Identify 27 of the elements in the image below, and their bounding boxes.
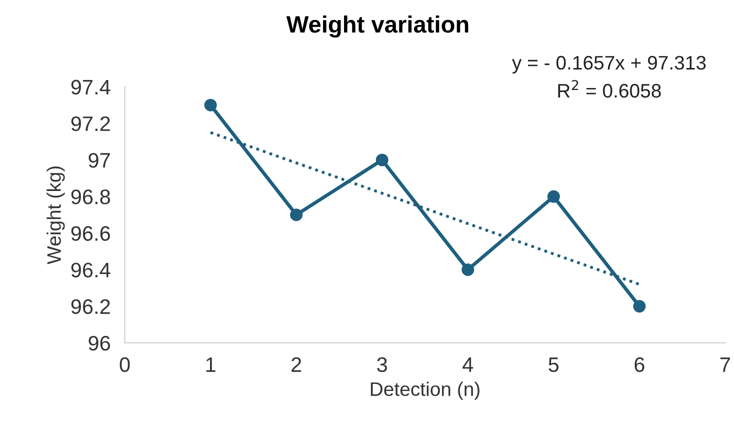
- y-tick-label: 97.4: [71, 80, 110, 95]
- point: [462, 263, 474, 276]
- x-tick-label: 3: [377, 357, 387, 372]
- y-tick-label: 96.2: [71, 299, 110, 314]
- chart-title: Weight variation: [286, 15, 468, 38]
- x-tick-label: 4: [462, 358, 474, 372]
- x-tick-label: 7: [720, 358, 730, 372]
- x-tick-label: 2: [292, 357, 302, 372]
- y-tick-label: 97: [88, 152, 110, 168]
- y-tick-label: 96: [88, 336, 110, 351]
- y-tick-label: 96.6: [71, 226, 110, 241]
- point: [633, 300, 646, 313]
- x-tick-label: 0: [120, 357, 130, 372]
- point: [547, 190, 560, 203]
- point: [290, 208, 303, 222]
- y-axis-title: Weight (kg): [46, 166, 65, 264]
- x-axis-title: Detection (n): [370, 382, 480, 400]
- x-tick-label: 1: [206, 358, 216, 372]
- x-tick-label: 5: [548, 358, 559, 372]
- point: [204, 98, 217, 112]
- y-tick-label: 97.2: [71, 116, 110, 132]
- annotation: R$^{2}$ = 0.6058: [558, 80, 661, 98]
- point: [376, 154, 388, 166]
- x-tick-label: 6: [634, 357, 644, 372]
- y-tick-label: 96.8: [71, 190, 110, 204]
- y-tick-label: 96.4: [71, 262, 110, 278]
- text: y = - 0.1657x + 97.313: [512, 56, 706, 74]
